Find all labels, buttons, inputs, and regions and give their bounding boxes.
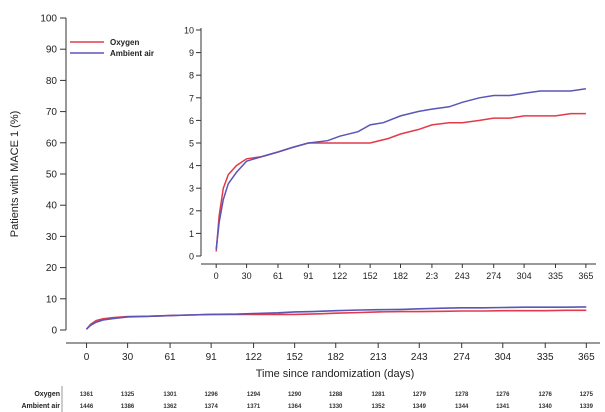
risk-value: 1339 xyxy=(580,404,594,410)
risk-value: 1330 xyxy=(329,404,343,410)
risk-value: 1276 xyxy=(539,392,553,398)
risk-value: 1341 xyxy=(496,404,510,410)
risk-value: 1340 xyxy=(539,404,553,410)
inset-x-tick-label: 122 xyxy=(332,271,347,281)
risk-value: 1364 xyxy=(288,404,302,410)
inset-series-line-oxygen xyxy=(215,112,586,252)
risk-value: 1279 xyxy=(413,392,427,398)
x-tick-label: 304 xyxy=(494,352,511,363)
y-tick-label: 60 xyxy=(46,138,58,149)
risk-value: 1281 xyxy=(372,392,386,398)
y-tick-label: 20 xyxy=(46,263,58,274)
inset-x-tick-label: 365 xyxy=(578,271,593,281)
risk-value: 1386 xyxy=(121,404,135,410)
x-tick-label: 365 xyxy=(578,352,595,363)
risk-value: 1290 xyxy=(288,392,302,398)
legend-label-ambient: Ambient air xyxy=(110,49,154,58)
inset-x-tick-label: 0 xyxy=(214,271,219,281)
x-tick-label: 152 xyxy=(286,352,303,363)
inset-x-tick-label: 335 xyxy=(548,271,563,281)
main-x-ticks: 0 30 61 91 122 152 182 213 243 274 304 335 365 xyxy=(84,343,595,363)
inset-x-tick-label: 304 xyxy=(517,271,532,281)
risk-value: 1349 xyxy=(413,404,427,410)
x-tick-label: 182 xyxy=(327,352,344,363)
inset-y-tick-label: 7 xyxy=(189,93,194,103)
risk-value: 1371 xyxy=(247,404,261,410)
risk-value: 1362 xyxy=(163,404,177,410)
risk-value: 1296 xyxy=(204,392,218,398)
inset-y-tick-label: 9 xyxy=(189,48,194,58)
x-tick-label: 213 xyxy=(370,352,387,363)
risk-values: 1361 1325 1301 1296 1294 1290 1288 1281 1279 1278… xyxy=(80,392,594,410)
x-axis-title: Time since randomization (days) xyxy=(256,368,415,380)
inset-y-tick-label: 8 xyxy=(189,71,194,81)
main-series-line-oxygen xyxy=(85,309,587,330)
inset-series xyxy=(215,88,587,252)
inset-series-line-ambient xyxy=(215,88,587,250)
risk-row-label-oxygen: Oxygen xyxy=(34,391,60,398)
y-tick-label: 50 xyxy=(46,170,58,181)
inset-y-ticks: 0 1 2 3 4 5 6 7 8 9 10 xyxy=(184,26,201,262)
risk-value: 1446 xyxy=(80,404,94,410)
inset-y-tick-label: 4 xyxy=(189,161,194,171)
legend-label-oxygen: Oxygen xyxy=(110,38,139,47)
inset-chart: 0 1 2 3 4 5 6 7 8 9 10 0 30 61 91 122 152 182 2:3 243 274 30… xyxy=(170,18,600,286)
inset-x-tick-label: 182 xyxy=(393,271,408,281)
y-tick-label: 100 xyxy=(40,14,57,25)
risk-value: 1374 xyxy=(204,404,218,410)
inset-x-tick-label: 2:3 xyxy=(426,271,439,281)
inset-x-tick-label: 91 xyxy=(303,271,313,281)
x-tick-label: 122 xyxy=(245,352,262,363)
x-tick-label: 61 xyxy=(164,352,176,363)
inset-x-tick-label: 243 xyxy=(455,271,470,281)
inset-x-tick-label: 274 xyxy=(486,271,501,281)
main-series xyxy=(85,306,587,330)
x-tick-label: 30 xyxy=(122,352,134,363)
risk-value: 1278 xyxy=(455,392,469,398)
risk-value: 1344 xyxy=(455,404,469,410)
risk-value: 1275 xyxy=(580,392,594,398)
y-tick-label: 90 xyxy=(46,45,58,56)
inset-y-tick-label: 2 xyxy=(189,206,194,216)
inset-y-tick-label: 10 xyxy=(184,26,194,36)
x-tick-label: 91 xyxy=(206,352,218,363)
inset-x-tick-label: 30 xyxy=(242,271,252,281)
inset-x-tick-label: 152 xyxy=(363,271,378,281)
risk-table: Oxygen Ambient air 1361 1325 1301 1296 1294 1… xyxy=(21,386,594,412)
inset-y-tick-label: 5 xyxy=(189,139,194,149)
inset-frame xyxy=(170,18,600,286)
inset-x-ticks: 0 30 61 91 122 152 182 2:3 243 274 304 335 365 xyxy=(214,264,593,281)
main-series-line-ambient xyxy=(85,306,587,330)
risk-value: 1276 xyxy=(496,392,510,398)
inset-y-tick-label: 3 xyxy=(189,184,194,194)
risk-value: 1288 xyxy=(329,392,343,398)
x-tick-label: 274 xyxy=(453,352,470,363)
risk-value: 1352 xyxy=(372,404,386,410)
risk-value: 1325 xyxy=(121,392,135,398)
inset-y-tick-label: 1 xyxy=(189,229,194,239)
y-tick-label: 80 xyxy=(46,76,58,87)
inset-y-tick-label: 0 xyxy=(189,252,194,262)
x-tick-label: 243 xyxy=(411,352,428,363)
legend: Oxygen Ambient air xyxy=(70,38,154,58)
y-tick-label: 30 xyxy=(46,232,58,243)
y-axis-title: Patients with MACE 1 (%) xyxy=(9,111,21,238)
y-tick-label: 0 xyxy=(51,326,57,337)
y-tick-label: 40 xyxy=(46,201,58,212)
y-tick-label: 70 xyxy=(46,107,58,118)
inset-y-tick-label: 6 xyxy=(189,116,194,126)
inset-x-tick-label: 61 xyxy=(273,271,283,281)
y-tick-label: 10 xyxy=(46,294,58,305)
risk-value: 1361 xyxy=(80,392,94,398)
risk-row-label-ambient: Ambient air xyxy=(21,403,60,410)
x-tick-label: 0 xyxy=(84,352,90,363)
risk-value: 1294 xyxy=(247,392,261,398)
x-tick-label: 335 xyxy=(537,352,554,363)
risk-value: 1301 xyxy=(163,392,177,398)
main-y-ticks: 0 10 20 30 40 50 60 70 80 90 100 xyxy=(40,14,66,337)
